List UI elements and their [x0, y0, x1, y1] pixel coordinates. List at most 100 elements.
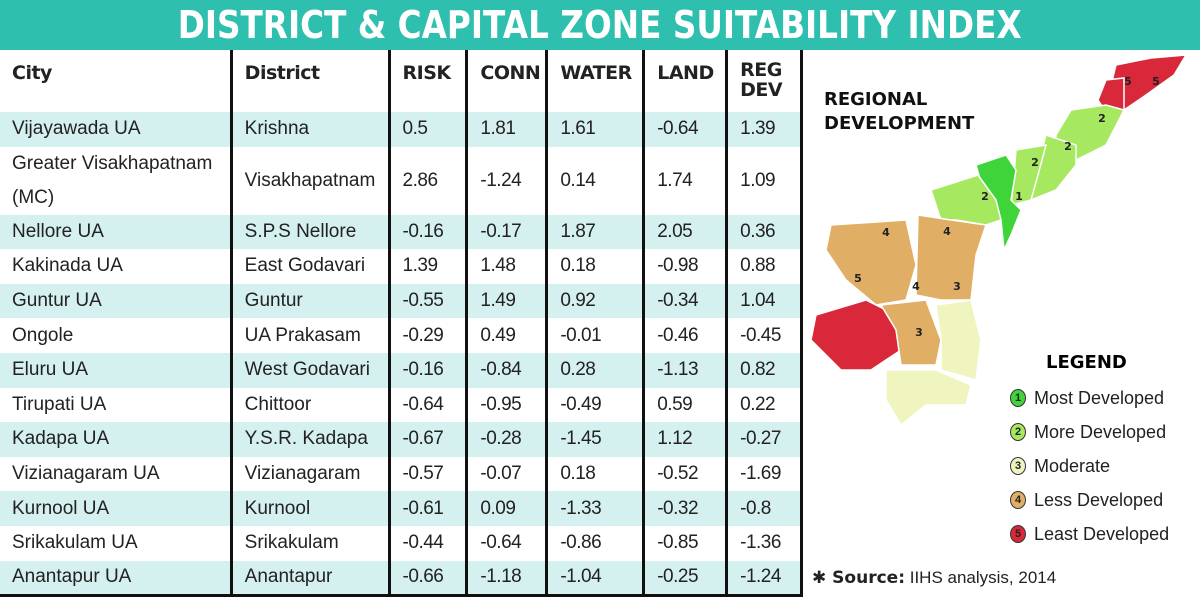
district-cell: UA Prakasam	[229, 318, 390, 353]
district-prakasam	[915, 214, 987, 301]
map-label: 2	[1031, 156, 1039, 169]
land-cell: -0.64	[642, 112, 727, 147]
water-cell: -0.01	[545, 318, 644, 353]
regdev-cell: 1.04	[725, 283, 803, 319]
legend-marker-icon: 3	[1010, 457, 1026, 475]
col-header-district: District	[229, 50, 390, 112]
map-label: 5	[854, 272, 862, 285]
legend-item: 2 More Developed	[1010, 415, 1169, 449]
water-cell: 1.61	[545, 112, 644, 147]
district-cell: Guntur	[229, 283, 390, 319]
map-label: 3	[953, 280, 961, 293]
legend-marker-icon: 4	[1010, 491, 1026, 509]
water-cell: 0.18	[545, 249, 644, 284]
table-row: Guntur UA Guntur -0.55 1.49 0.92 -0.34 1.04	[0, 283, 803, 319]
land-cell: -0.25	[642, 560, 727, 597]
legend-marker-icon: 2	[1010, 423, 1026, 441]
legend-item: 1 Most Developed	[1010, 381, 1169, 415]
conn-cell: -0.17	[465, 214, 547, 250]
conn-cell: -1.24	[465, 146, 547, 215]
regdev-cell: -1.69	[725, 456, 803, 492]
col-header-city: City	[12, 62, 52, 84]
conn-cell: 1.81	[465, 112, 547, 147]
district-cell: Anantapur	[229, 560, 390, 597]
risk-cell: -0.66	[387, 560, 467, 597]
risk-cell: -0.44	[387, 525, 467, 561]
land-cell: 1.74	[642, 146, 727, 215]
map-label: 2	[981, 190, 989, 203]
conn-cell: -0.28	[465, 422, 547, 457]
city-cell: Eluru UA	[0, 352, 232, 388]
regdev-cell: -1.36	[725, 525, 803, 561]
city-cell: Guntur UA	[0, 283, 232, 319]
city-cell: Tirupati UA	[12, 393, 107, 415]
district-chittoor	[885, 369, 972, 427]
table-row: Nellore UA S.P.S Nellore -0.16 -0.17 1.87 2.0…	[0, 214, 803, 250]
legend-label: Moderate	[1034, 455, 1111, 476]
district-cell: Krishna	[229, 112, 390, 147]
table-row: Vijayawada UA Krishna 0.5 1.81 1.61 -0.64 1.39	[0, 112, 803, 147]
water-cell: -0.86	[545, 525, 644, 561]
city-cell: Kurnool UA	[0, 491, 232, 526]
regdev-cell: -0.45	[725, 318, 803, 353]
regdev-cell: 1.39	[725, 112, 803, 147]
land-cell: -0.52	[642, 456, 727, 492]
water-cell: -1.33	[545, 491, 644, 526]
land-cell: -0.46	[642, 318, 727, 353]
source-note: ✱ Source: IIHS analysis, 2014	[812, 568, 1057, 588]
risk-cell: 2.86	[387, 146, 467, 215]
land-cell: 1.12	[642, 422, 727, 457]
district-anantapur	[810, 299, 902, 371]
district-cell: S.P.S Nellore	[229, 214, 390, 250]
water-cell: 0.18	[545, 456, 644, 492]
table-row: Anantapur UA Anantapur -0.66 -1.18 -1.04 -0.2…	[0, 560, 803, 597]
water-cell: 1.87	[545, 214, 644, 250]
table-row: Kadapa UA Y.S.R. Kadapa -0.67 -0.28 -1.45 1.1…	[0, 422, 803, 457]
regdev-cell: 0.82	[725, 352, 803, 388]
legend-title: LEGEND	[1046, 352, 1127, 373]
water-cell: 0.92	[545, 283, 644, 319]
map-label: 2	[1064, 140, 1072, 153]
city-cell: Ongole	[12, 324, 74, 346]
map-label: 1	[1015, 190, 1023, 203]
suitability-table: City District RISK CONN WATER LAND REG D…	[0, 50, 803, 597]
table-row: Kurnool UA Kurnool -0.61 0.09 -1.33 -0.32 -0.8	[0, 491, 803, 526]
legend-marker-icon: 1	[1010, 389, 1026, 407]
water-cell: 0.14	[545, 146, 644, 215]
conn-cell: 0.09	[465, 491, 547, 526]
land-cell: -0.98	[642, 249, 727, 284]
water-cell: -1.04	[545, 560, 644, 597]
regdev-cell: -0.27	[725, 422, 803, 457]
risk-cell: -0.57	[387, 456, 467, 492]
conn-cell: 1.48	[465, 249, 547, 284]
col-header-land: LAND	[642, 50, 727, 112]
legend-item: 5 Least Developed	[1010, 517, 1169, 551]
conn-cell: 1.49	[465, 283, 547, 319]
map-label: 4	[882, 226, 890, 239]
risk-cell: 0.5	[387, 112, 467, 147]
map-legend: LEGEND 1 Most Developed 2 More Developed 3 Mo…	[1010, 352, 1169, 551]
city-cell: Nellore UA	[0, 214, 232, 250]
col-header-water: WATER	[545, 50, 644, 112]
land-cell: 0.59	[642, 387, 727, 423]
conn-cell: -0.64	[465, 525, 547, 561]
city-cell: Vijayawada UA	[0, 112, 232, 147]
regdev-cell: -0.8	[725, 491, 803, 526]
district-kadapa	[879, 299, 942, 366]
regdev-cell: 1.09	[725, 146, 803, 215]
district-cell: Y.S.R. Kadapa	[229, 422, 390, 457]
table-row: Greater Visakhapatnam (MC) Visakhapatnam 2…	[0, 146, 803, 215]
city-cell: Kakinada UA	[12, 255, 123, 277]
legend-item: 3 Moderate	[1010, 449, 1169, 483]
map-label: 2	[1098, 112, 1106, 125]
district-cell: Visakhapatnam	[229, 146, 390, 215]
district-cell: Chittoor	[229, 387, 390, 423]
regional-development-map: 5 5 2 2 2 1 2 4 4 5 4 3 3	[810, 54, 1188, 427]
risk-cell: -0.67	[387, 422, 467, 457]
legend-label: Most Developed	[1034, 387, 1165, 408]
water-cell: -0.49	[545, 387, 644, 423]
map-label: 3	[915, 326, 923, 339]
city-cell: Vizianagaram UA	[12, 463, 160, 485]
map-label: 4	[912, 280, 920, 293]
legend-marker-icon: 5	[1010, 525, 1026, 543]
